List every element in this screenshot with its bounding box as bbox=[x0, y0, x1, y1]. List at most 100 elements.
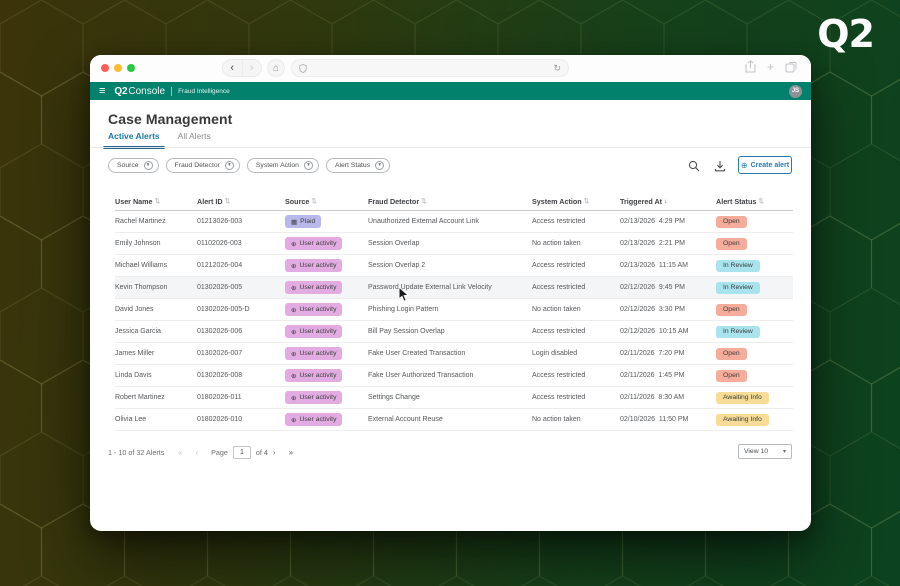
chevron-down-icon: ▾ bbox=[143, 161, 153, 170]
search-icon[interactable] bbox=[688, 160, 700, 172]
page-number-input[interactable] bbox=[232, 446, 251, 459]
sort-icon[interactable]: ⇅ bbox=[311, 198, 317, 205]
cell-system-action: Access restricted bbox=[532, 372, 586, 379]
previous-page-button[interactable]: ‹ bbox=[195, 448, 199, 457]
source-label: User activity bbox=[299, 262, 337, 269]
cell-source: ⊕ User activity bbox=[285, 281, 368, 294]
back-button[interactable]: ‹ bbox=[230, 62, 235, 74]
table-row[interactable]: Emily Johnson 01102026-003 ⊕ User activi… bbox=[115, 233, 793, 255]
cell-user-name: Linda Davis bbox=[115, 372, 152, 379]
cell-source: ⊕ User activity bbox=[285, 303, 368, 316]
download-icon[interactable] bbox=[714, 160, 726, 172]
cell-triggered-at: 02/11/2026 1:45 PM bbox=[620, 372, 685, 379]
reload-icon[interactable]: ↻ bbox=[553, 62, 561, 73]
chevron-down-icon: ▾ bbox=[224, 161, 234, 170]
mouse-cursor bbox=[398, 286, 410, 302]
cell-source: ⊕ User activity bbox=[285, 391, 368, 404]
tab-active-alerts[interactable]: Active Alerts bbox=[103, 131, 165, 149]
sort-icon[interactable]: ⇅ bbox=[758, 198, 764, 205]
globe-icon: ⊕ bbox=[291, 240, 297, 248]
cell-source: ⊕ User activity bbox=[285, 369, 368, 382]
page-label: Page bbox=[211, 448, 228, 457]
table-row[interactable]: Jessica Garcia 01302026-006 ⊕ User activ… bbox=[115, 321, 793, 343]
tabs-divider bbox=[90, 147, 811, 148]
table-row[interactable]: Linda Davis 01302026-008 ⊕ User activity… bbox=[115, 365, 793, 387]
table-column-header[interactable]: Alert ID ⇅ bbox=[197, 197, 285, 206]
table-column-header[interactable]: User Name ⇅ bbox=[115, 197, 197, 206]
status-badge: In Review bbox=[716, 259, 760, 272]
cell-system-action: Access restricted bbox=[532, 394, 586, 401]
table-header-row: User Name ⇅ Alert ID ⇅ Source ⇅ Fraud De… bbox=[115, 192, 793, 211]
filter-alert-status-label: Alert Status bbox=[334, 162, 371, 169]
table-row[interactable]: Robert Martinez 01802026-011 ⊕ User acti… bbox=[115, 387, 793, 409]
sort-icon[interactable]: ⇅ bbox=[583, 198, 590, 205]
hamburger-menu-icon[interactable]: ≡ bbox=[99, 85, 106, 97]
table-column-header[interactable]: Fraud Detector ⇅ bbox=[368, 197, 532, 206]
cell-fraud-detector: Session Overlap bbox=[368, 240, 420, 247]
table-row[interactable]: James Miller 01302026-007 ⊕ User activit… bbox=[115, 343, 793, 365]
cell-user-name: Michael Williams bbox=[115, 262, 168, 269]
filter-alert-status[interactable]: Alert Status ▾ bbox=[325, 158, 391, 173]
new-tab-icon[interactable]: + bbox=[766, 59, 774, 74]
filter-source[interactable]: Source ▾ bbox=[108, 158, 159, 173]
cell-system-action: Access restricted bbox=[532, 262, 586, 269]
cell-system-action: No action taken bbox=[532, 306, 581, 313]
table-row[interactable]: Kevin Thompson 01302026-005 ⊕ User activ… bbox=[115, 277, 793, 299]
circle-plus-icon: ⊕ bbox=[740, 160, 748, 170]
forward-button[interactable]: › bbox=[241, 60, 262, 76]
table-row[interactable]: David Jones 01302026-005-D ⊕ User activi… bbox=[115, 299, 793, 321]
source-badge: ⊕ User activity bbox=[285, 237, 343, 250]
minimize-window-button[interactable] bbox=[114, 64, 122, 72]
q2-brand-logo: Q2 bbox=[817, 12, 875, 56]
traffic-lights bbox=[101, 64, 135, 72]
table-column-header[interactable]: Source ⇅ bbox=[285, 197, 368, 206]
browser-window: ‹ › ⌂ ↻ + bbox=[90, 55, 811, 531]
column-label: Alert ID bbox=[197, 196, 223, 206]
filter-fraud-detector[interactable]: Fraud Detector ▾ bbox=[165, 158, 240, 173]
globe-icon: ⊕ bbox=[291, 306, 297, 314]
last-page-button[interactable]: » bbox=[288, 448, 294, 457]
source-badge: ⊕ User activity bbox=[285, 325, 343, 338]
cell-triggered-at: 02/11/2026 7:20 PM bbox=[620, 350, 685, 357]
table-row[interactable]: Michael Williams 01212026-004 ⊕ User act… bbox=[115, 255, 793, 277]
create-alert-button[interactable]: ⊕ Create alert bbox=[738, 156, 792, 174]
user-avatar[interactable]: JS bbox=[789, 84, 802, 98]
url-input[interactable] bbox=[307, 63, 550, 73]
home-button[interactable]: ⌂ bbox=[267, 59, 285, 77]
cell-user-name: Robert Martinez bbox=[115, 394, 165, 401]
product-name: Fraud Intelligence bbox=[178, 87, 230, 95]
sort-icon[interactable]: ⇅ bbox=[224, 198, 231, 205]
cell-alert-id: 01302026-007 bbox=[197, 350, 243, 357]
table-column-header[interactable]: Alert Status ⇅ bbox=[716, 197, 793, 206]
table-tools bbox=[688, 160, 726, 172]
cell-source: ⊕ User activity bbox=[285, 413, 368, 426]
table-row[interactable]: Rachel Martinez 01213026-003 ▦ Plaid Una… bbox=[115, 211, 793, 233]
cell-alert-status: In Review bbox=[716, 259, 793, 272]
cell-alert-id: 01802026-010 bbox=[197, 416, 243, 423]
cell-system-action: Login disabled bbox=[532, 350, 578, 357]
table-column-header[interactable]: System Action ⇅ bbox=[532, 197, 620, 206]
sort-desc-icon[interactable]: ↓ bbox=[664, 197, 668, 205]
sort-icon[interactable]: ⇅ bbox=[421, 198, 427, 205]
page-size-select[interactable]: View 10 ▾ bbox=[738, 444, 792, 459]
column-label: Alert Status bbox=[716, 196, 757, 206]
close-window-button[interactable] bbox=[101, 64, 109, 72]
next-page-button[interactable]: › bbox=[272, 448, 276, 457]
table-row[interactable]: Olivia Lee 01802026-010 ⊕ User activity … bbox=[115, 409, 793, 431]
status-badge: Open bbox=[716, 347, 747, 360]
tab-overview-icon[interactable] bbox=[785, 61, 797, 73]
filter-system-action[interactable]: System Action ▾ bbox=[246, 158, 319, 173]
share-icon[interactable] bbox=[745, 60, 756, 73]
sort-icon[interactable]: ⇅ bbox=[154, 198, 161, 205]
source-badge: ⊕ User activity bbox=[285, 303, 343, 316]
first-page-button[interactable]: « bbox=[178, 448, 183, 457]
table-column-header[interactable]: Triggered At ↓ bbox=[620, 197, 716, 206]
cell-alert-id: 01302026-008 bbox=[197, 372, 243, 379]
zoom-window-button[interactable] bbox=[127, 64, 135, 72]
address-bar[interactable]: ↻ bbox=[291, 59, 569, 77]
tab-all-alerts[interactable]: All Alerts bbox=[177, 131, 211, 141]
cell-alert-status: Open bbox=[716, 347, 793, 360]
source-label: User activity bbox=[299, 416, 337, 423]
column-label: Triggered At bbox=[620, 196, 663, 206]
